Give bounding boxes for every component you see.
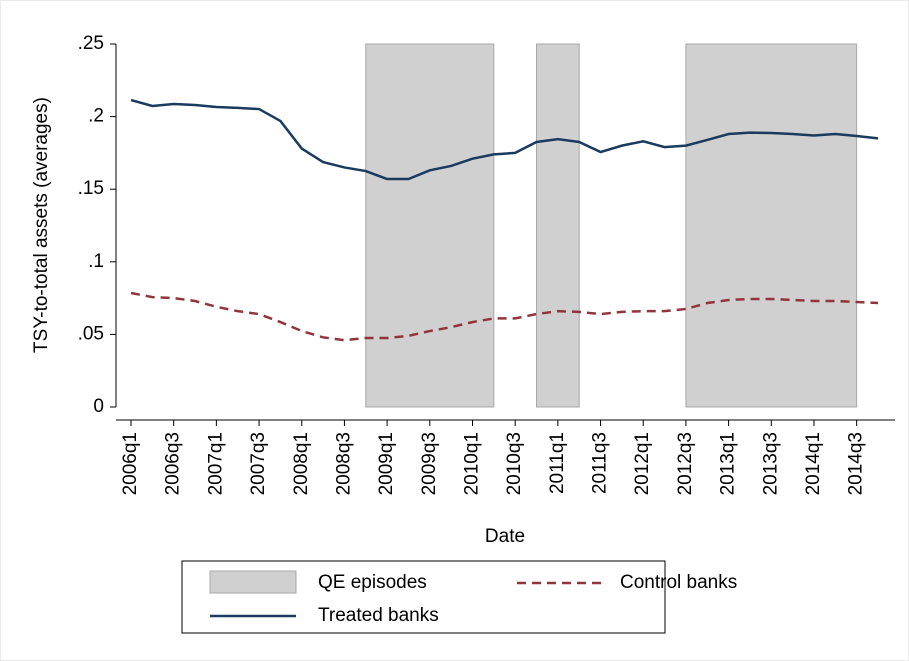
qe-episode bbox=[536, 43, 580, 408]
x-tick-label: 2009q1 bbox=[376, 432, 397, 495]
y-tick-label: .2 bbox=[88, 106, 104, 127]
legend-label: Control banks bbox=[620, 572, 737, 593]
x-tick-label: 2006q1 bbox=[120, 432, 141, 495]
y-tick-label: .05 bbox=[78, 323, 104, 344]
x-tick-label: 2006q3 bbox=[163, 432, 184, 495]
x-tick-label: 2007q1 bbox=[205, 432, 226, 495]
y-tick-label: .25 bbox=[78, 33, 104, 54]
x-tick-label: 2011q1 bbox=[547, 432, 568, 494]
qe-episode bbox=[685, 43, 858, 408]
legend-label: QE episodes bbox=[318, 572, 427, 593]
y-tick-label: .15 bbox=[78, 178, 104, 199]
legend-swatch bbox=[209, 570, 297, 594]
x-tick-label: 2011q3 bbox=[590, 432, 611, 494]
x-tick-label: 2012q3 bbox=[675, 432, 696, 495]
y-axis-title: TSY-to-total assets (averages) bbox=[31, 97, 52, 353]
qe-episode bbox=[365, 43, 495, 408]
x-tick-label: 2010q3 bbox=[504, 432, 525, 495]
x-tick-label: 2012q1 bbox=[632, 432, 653, 495]
x-axis-title: Date bbox=[485, 526, 525, 547]
x-tick-label: 2013q3 bbox=[760, 432, 781, 495]
series-line bbox=[130, 98, 879, 181]
y-tick-label: .1 bbox=[88, 251, 104, 272]
x-tick-label: 2014q3 bbox=[846, 432, 867, 495]
x-tick-label: 2013q1 bbox=[718, 432, 739, 495]
y-tick-label: 0 bbox=[93, 396, 104, 417]
x-tick-label: 2010q1 bbox=[462, 432, 483, 495]
x-tick-label: 2007q3 bbox=[248, 432, 269, 495]
series-line bbox=[130, 291, 879, 342]
legend-label: Treated banks bbox=[318, 605, 439, 626]
x-tick-label: 2009q3 bbox=[419, 432, 440, 495]
x-tick-label: 2008q3 bbox=[333, 432, 354, 495]
x-tick-label: 2014q1 bbox=[803, 432, 824, 495]
x-tick-label: 2008q1 bbox=[291, 432, 312, 495]
